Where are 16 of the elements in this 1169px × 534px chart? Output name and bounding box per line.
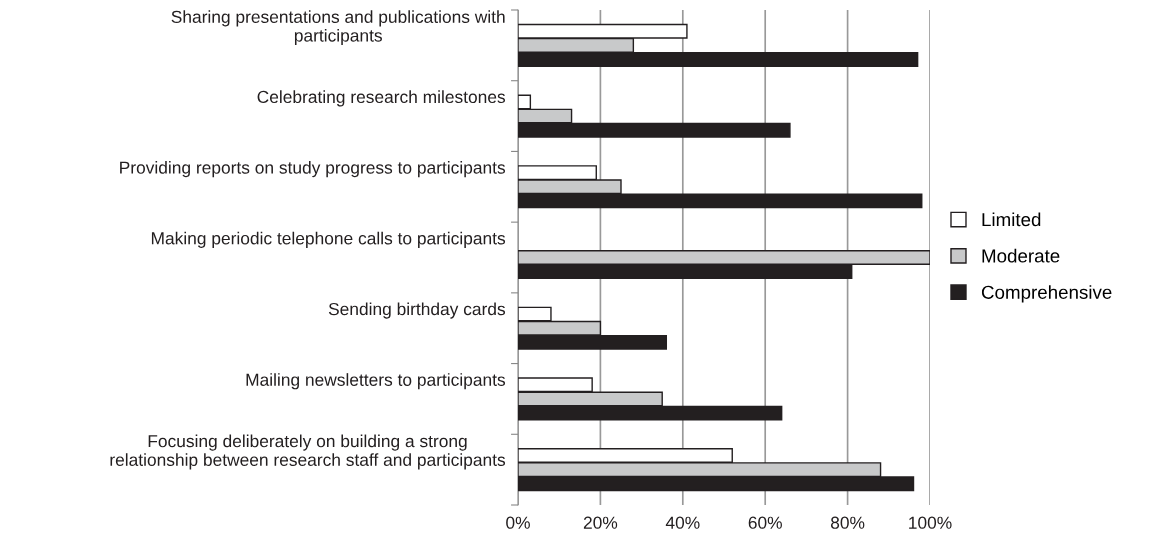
legend-label: Limited — [982, 212, 1041, 227]
y-tick-label: Providing reports on study progress to participants — [120, 161, 506, 178]
x-tick-label: 80% — [830, 516, 865, 529]
y-tick-label: Making periodic telephone calls to participants — [151, 231, 506, 248]
x-tick-label: 100% — [909, 516, 952, 529]
x-tick-label: 20% — [583, 516, 618, 529]
x-tick-label: 0% — [506, 516, 530, 529]
legend-label: Comprehensive — [981, 285, 1112, 303]
y-tick-label: Mailing newsletters to participants — [246, 373, 506, 390]
y-tick-label: Celebrating research milestones — [257, 90, 506, 107]
x-tick-label: 60% — [748, 516, 782, 529]
x-tick-label: 40% — [665, 516, 700, 529]
y-tick-label: Focusing deliberately on building a strong relationship between research staff and participants — [110, 434, 506, 470]
y-tick-label: Sharing presentations and publications with participants — [171, 10, 505, 46]
legend-label: Moderate — [982, 248, 1060, 263]
y-tick-label: Sending birthday cards — [328, 302, 506, 319]
